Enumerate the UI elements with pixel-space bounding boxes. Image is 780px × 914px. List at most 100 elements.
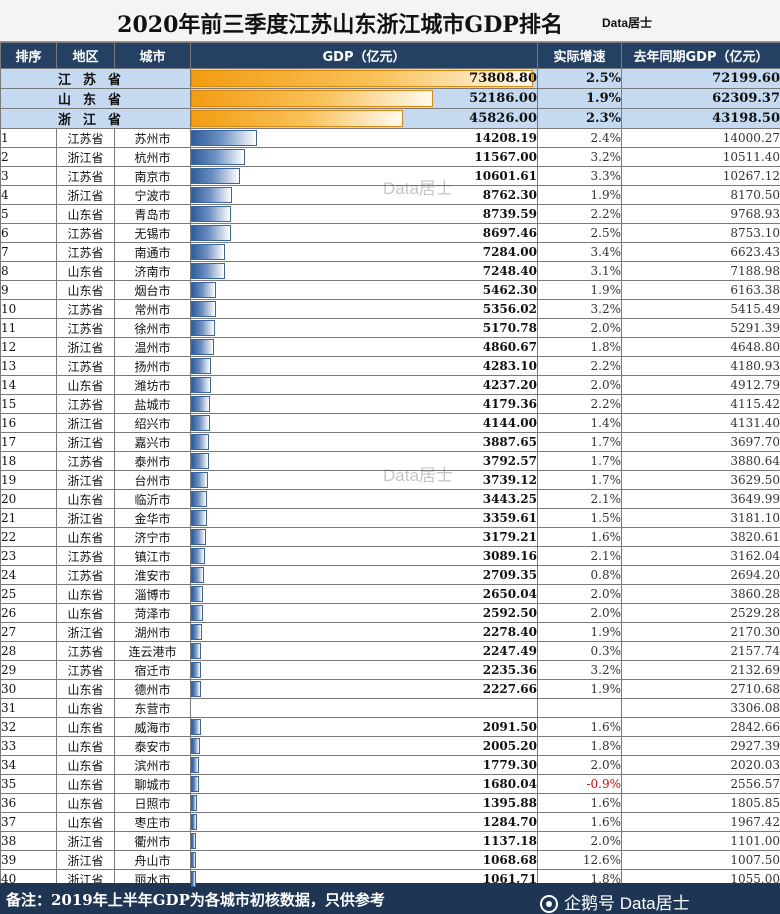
gdp-value: 3089.16 [482, 549, 537, 563]
rank-cell: 25 [0, 584, 57, 604]
gdp-bar [191, 852, 196, 868]
city-cell: 威海市 [114, 717, 191, 737]
table-row: 27 浙江省 湖州市 2278.40 1.9% 2170.30 [0, 622, 780, 642]
gdp-cell: 45826.00 [190, 108, 538, 129]
gdp-bar [191, 738, 200, 754]
rank-cell: 24 [0, 565, 57, 585]
rank-cell: 32 [0, 717, 57, 737]
region-cell: 江苏省 [56, 451, 115, 471]
province-name: 山东省 [0, 88, 191, 109]
gdp-cell [190, 698, 538, 718]
table-row: 20 山东省 临沂市 3443.25 2.1% 3649.99 [0, 489, 780, 509]
region-cell: 江苏省 [56, 394, 115, 414]
region-cell: 浙江省 [56, 470, 115, 490]
city-cell: 苏州市 [114, 128, 191, 148]
province-name: 江苏省 [0, 68, 191, 89]
city-cell: 镇江市 [114, 546, 191, 566]
gdp-cell: 4237.20 [190, 375, 538, 395]
prev-gdp-cell: 3697.70 [621, 432, 780, 452]
table-row: 2 浙江省 杭州市 11567.00 3.2% 10511.40 [0, 147, 780, 167]
chart-title: 2020年前三季度江苏山东浙江城市GDP排名 [117, 12, 563, 38]
rank-cell: 23 [0, 546, 57, 566]
region-cell: 浙江省 [56, 147, 115, 167]
prev-gdp-cell: 62309.37 [621, 88, 780, 109]
table-row: 31 山东省 东营市 3306.08 [0, 698, 780, 718]
table-row: 34 山东省 滨州市 1779.30 2.0% 2020.03 [0, 755, 780, 775]
city-cell: 聊城市 [114, 774, 191, 794]
growth-cell: 1.9% [537, 280, 622, 300]
city-cell: 徐州市 [114, 318, 191, 338]
growth-cell: 1.5% [537, 508, 622, 528]
gdp-bar [191, 757, 199, 773]
rank-cell: 4 [0, 185, 57, 205]
gdp-value: 4860.67 [482, 340, 537, 354]
region-cell: 山东省 [56, 774, 115, 794]
gdp-bar [191, 187, 232, 203]
gdp-cell: 3359.61 [190, 508, 538, 528]
rank-cell: 38 [0, 831, 57, 851]
gdp-value: 4237.20 [482, 378, 537, 392]
growth-cell: 2.5% [537, 223, 622, 243]
gdp-cell: 2278.40 [190, 622, 538, 642]
gdp-value: 2709.35 [482, 568, 537, 582]
table-row: 30 山东省 德州市 2227.66 1.9% 2710.68 [0, 679, 780, 699]
footer-brand: 企鹅号 Data居士 [540, 889, 690, 914]
region-cell: 山东省 [56, 584, 115, 604]
prev-gdp-cell: 43198.50 [621, 108, 780, 129]
rank-cell: 14 [0, 375, 57, 395]
gdp-cell: 3179.21 [190, 527, 538, 547]
gdp-value: 4179.36 [482, 397, 537, 411]
rank-cell: 28 [0, 641, 57, 661]
rank-cell: 6 [0, 223, 57, 243]
gdp-cell: 1779.30 [190, 755, 538, 775]
gdp-cell: 5170.78 [190, 318, 538, 338]
rank-cell: 12 [0, 337, 57, 357]
header-city: 城市 [114, 42, 191, 69]
gdp-value: 52186.00 [469, 91, 537, 106]
growth-cell: 2.2% [537, 394, 622, 414]
prev-gdp-cell: 2157.74 [621, 641, 780, 661]
gdp-bar [191, 90, 433, 107]
table-row: 39 浙江省 舟山市 1068.68 12.6% 1007.50 [0, 850, 780, 870]
rank-cell: 39 [0, 850, 57, 870]
growth-cell: 1.9% [537, 88, 622, 109]
gdp-value: 1068.68 [482, 853, 537, 867]
city-cell: 南京市 [114, 166, 191, 186]
growth-cell: 2.3% [537, 108, 622, 129]
city-cell: 东营市 [114, 698, 191, 718]
region-cell: 江苏省 [56, 356, 115, 376]
table-row: 35 山东省 聊城市 1680.04 -0.9% 2556.57 [0, 774, 780, 794]
table-row: 12 浙江省 温州市 4860.67 1.8% 4648.80 [0, 337, 780, 357]
prev-gdp-cell: 4912.79 [621, 375, 780, 395]
region-cell: 山东省 [56, 603, 115, 623]
gdp-cell: 7248.40 [190, 261, 538, 281]
table-row: 3 江苏省 南京市 10601.61 3.3% 10267.12 [0, 166, 780, 186]
region-cell: 山东省 [56, 736, 115, 756]
gdp-cell: 3739.12 [190, 470, 538, 490]
region-cell: 江苏省 [56, 128, 115, 148]
growth-cell: 1.8% [537, 337, 622, 357]
gdp-value: 45826.00 [469, 111, 537, 126]
table-row: 4 浙江省 宁波市 8762.30 1.9% 8170.50 [0, 185, 780, 205]
gdp-bar [191, 434, 209, 450]
gdp-cell: 11567.00 [190, 147, 538, 167]
city-cell: 温州市 [114, 337, 191, 357]
growth-cell: 12.6% [537, 850, 622, 870]
region-cell: 山东省 [56, 793, 115, 813]
city-cell: 扬州市 [114, 356, 191, 376]
city-cell: 日照市 [114, 793, 191, 813]
gdp-bar [191, 358, 211, 374]
prev-gdp-cell: 72199.60 [621, 68, 780, 89]
gdp-cell: 1395.88 [190, 793, 538, 813]
rank-cell: 30 [0, 679, 57, 699]
city-cell: 潍坊市 [114, 375, 191, 395]
table-row: 21 浙江省 金华市 3359.61 1.5% 3181.10 [0, 508, 780, 528]
gdp-bar [191, 263, 225, 279]
gdp-value: 2278.40 [482, 625, 537, 639]
city-cell: 德州市 [114, 679, 191, 699]
city-cell: 泰安市 [114, 736, 191, 756]
gdp-bar [191, 548, 205, 564]
prev-gdp-cell: 9768.93 [621, 204, 780, 224]
header-prev-gdp: 去年同期GDP（亿元） [621, 42, 780, 69]
rank-cell: 1 [0, 128, 57, 148]
